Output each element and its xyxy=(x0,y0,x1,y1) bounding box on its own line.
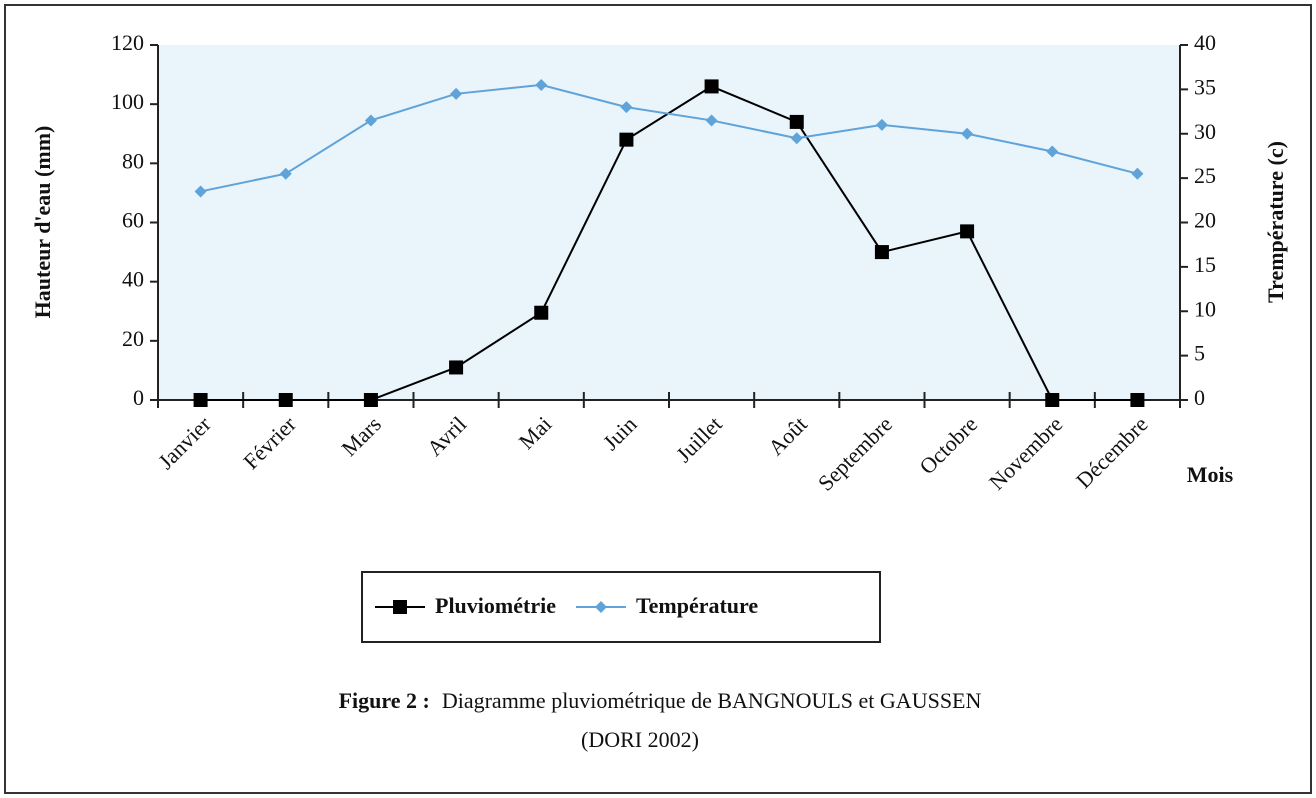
legend-marker xyxy=(594,601,607,613)
data-point xyxy=(789,114,804,129)
data-point xyxy=(1130,393,1145,407)
data-point xyxy=(1046,145,1059,158)
x-axis-label: Mois xyxy=(1187,462,1234,487)
legend-box xyxy=(361,571,881,643)
y2-tick-label: 20 xyxy=(1194,208,1216,233)
data-point xyxy=(875,118,888,131)
y2-tick-label: 40 xyxy=(1194,30,1216,55)
caption: Figure 2 : Diagramme pluviométrique de BA… xyxy=(339,688,982,713)
data-point xyxy=(619,132,634,147)
data-point xyxy=(874,245,889,260)
y-tick-label: 80 xyxy=(122,148,144,173)
caption-label: Figure 2 : xyxy=(339,688,430,713)
data-point xyxy=(364,114,377,127)
y-tick-label: 0 xyxy=(133,385,144,410)
y2-tick-label: 10 xyxy=(1194,296,1216,321)
legend-marker xyxy=(393,600,407,614)
data-point xyxy=(620,101,633,114)
data-point xyxy=(449,360,464,375)
data-point xyxy=(450,87,463,100)
data-point xyxy=(535,78,548,91)
data-point xyxy=(194,185,207,198)
caption-text: Diagramme pluviométrique de BANGNOULS et… xyxy=(442,688,982,713)
data-point xyxy=(1131,167,1144,180)
data-point xyxy=(961,127,974,140)
data-point xyxy=(960,224,975,239)
data-point xyxy=(193,393,208,407)
caption-text: (DORI 2002) xyxy=(581,727,699,752)
data-point xyxy=(1045,393,1060,407)
y-axis-label: Hauteur d'eau (mm) xyxy=(30,126,55,319)
data-point xyxy=(790,132,803,145)
y-tick-label: 40 xyxy=(122,267,144,292)
data-point xyxy=(279,167,292,180)
data-point xyxy=(705,114,718,127)
y2-axis-label: Trempérature (c) xyxy=(1263,141,1288,303)
plot-area xyxy=(158,45,1180,400)
y2-tick-label: 0 xyxy=(1194,385,1205,410)
y-tick-label: 100 xyxy=(111,89,144,114)
y-tick-label: 60 xyxy=(122,208,144,233)
series-line xyxy=(200,83,1138,193)
legend-label: Température xyxy=(636,593,758,618)
y2-tick-label: 35 xyxy=(1194,74,1216,99)
y2-tick-label: 25 xyxy=(1194,163,1216,188)
y2-tick-label: 15 xyxy=(1194,252,1216,277)
y-tick-label: 120 xyxy=(111,30,144,55)
legend-label: Pluviométrie xyxy=(435,593,556,618)
data-point xyxy=(363,393,378,407)
y2-tick-label: 5 xyxy=(1194,341,1205,366)
y2-tick-label: 30 xyxy=(1194,119,1216,144)
y-tick-label: 20 xyxy=(122,326,144,351)
data-point xyxy=(534,305,549,320)
data-point xyxy=(278,393,293,407)
data-point xyxy=(704,79,719,94)
